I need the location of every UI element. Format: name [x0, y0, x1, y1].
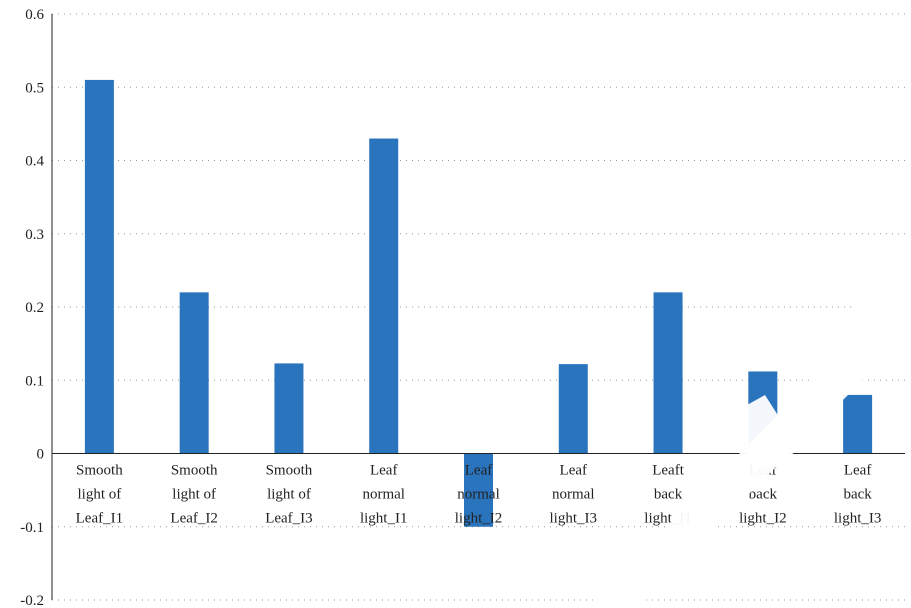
x-category-label: Leaf normal light_I3	[550, 463, 598, 527]
bar	[179, 292, 209, 454]
bar	[843, 394, 873, 454]
x-category-label: Smooth light of Leaf_I3	[265, 463, 313, 527]
x-category-label: Leaf normal light_I1	[360, 463, 408, 527]
bar	[653, 292, 683, 454]
bar	[464, 453, 493, 527]
bar	[84, 79, 114, 454]
y-tick-label: -0.2	[20, 593, 44, 608]
watermark-stroke-top	[720, 395, 800, 470]
x-category-label: Smooth light of Leaf_I2	[170, 463, 218, 527]
y-tick-label: -0.1	[20, 520, 44, 536]
y-tick-label: 0.2	[25, 300, 44, 316]
y-axis-ticks: 0.6 0.5 0.4 0.3 0.2 0.1 0 -0.1 -0.2	[20, 7, 44, 608]
y-tick-label: 0.6	[25, 7, 44, 23]
y-tick-label: 0.5	[25, 80, 44, 96]
x-category-label: Leaf normal light_I2	[455, 463, 503, 527]
bars	[84, 79, 873, 527]
watermark-stroke-slash	[835, 265, 911, 340]
y-tick-label: 0.4	[25, 154, 44, 170]
y-tick-label: 0.1	[25, 373, 44, 389]
x-category-label: Leaf back light_I3	[834, 463, 882, 527]
y-tick-label: 0.3	[25, 227, 44, 243]
y-tick-label: 0	[37, 447, 45, 463]
x-category-label: Smooth light of Leaf_I1	[76, 463, 124, 527]
bar	[369, 138, 399, 454]
x-axis-labels: Smooth light of Leaf_I1 Smooth light of Leaf_…	[76, 463, 882, 527]
bar	[558, 364, 588, 454]
bar	[274, 363, 304, 454]
